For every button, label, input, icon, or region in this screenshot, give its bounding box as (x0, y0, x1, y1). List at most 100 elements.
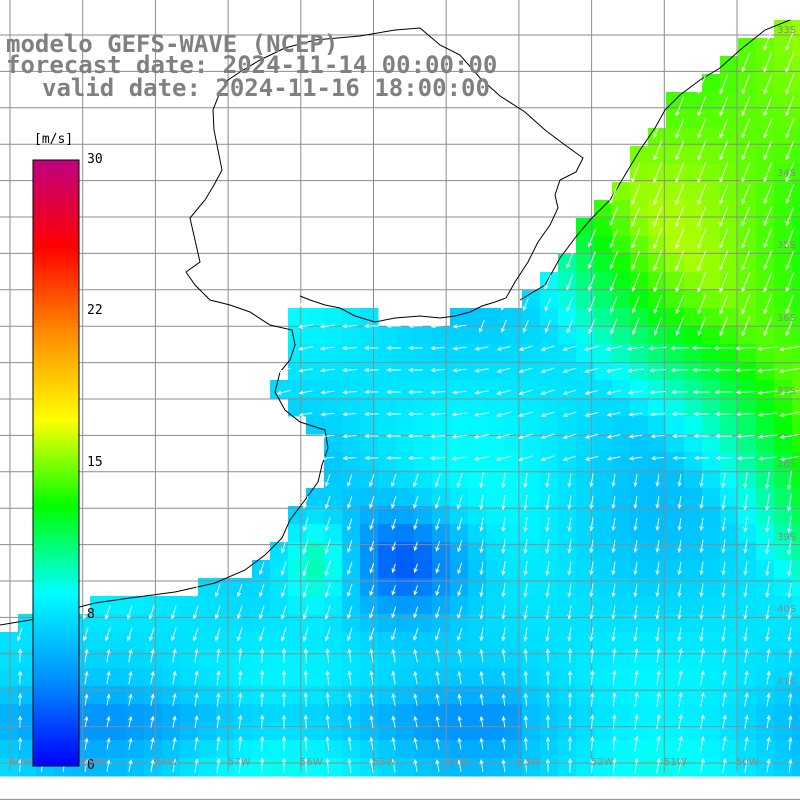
wind-arrow (303, 669, 308, 686)
wind-arrow (609, 206, 619, 227)
wind-arrow (545, 714, 551, 729)
valid-date: valid date: 2024-11-16 18:00:00 (42, 74, 490, 102)
wind-speed-cell (558, 488, 577, 507)
wind-arrow (675, 118, 685, 139)
wind-arrow (756, 346, 779, 351)
wind-arrow (325, 648, 330, 663)
wind-arrow (364, 433, 379, 439)
wind-arrow (347, 714, 352, 729)
wind-speed-cell (90, 614, 109, 633)
wind-speed-cell (576, 524, 595, 543)
wind-arrow (342, 390, 357, 395)
wind-speed-cell (324, 344, 343, 363)
wind-speed-cell (342, 506, 361, 525)
wind-arrow (479, 539, 484, 554)
wind-speed-cell (702, 614, 721, 633)
wind-arrow (347, 692, 352, 707)
wind-arrow (699, 627, 704, 642)
wind-speed-cell (720, 722, 739, 741)
wind-arrow (633, 495, 638, 510)
wind-speed-cell (288, 578, 307, 597)
wind-speed-cell (504, 434, 523, 453)
wind-arrow (150, 758, 155, 773)
wind-speed-cell (288, 704, 307, 723)
wind-arrow (719, 162, 729, 183)
lon-label: 57W (228, 757, 251, 768)
wind-speed-cell (648, 704, 667, 723)
wind-arrow (518, 411, 533, 418)
wind-speed-cell (576, 650, 595, 669)
wind-speed-cell (558, 668, 577, 687)
wind-arrow (744, 714, 749, 729)
wind-speed-cell (720, 344, 739, 363)
wind-arrow (457, 759, 462, 772)
wind-speed-cell (720, 272, 739, 291)
wind-arrow (736, 434, 755, 439)
wind-speed-cell (486, 758, 505, 777)
wind-arrow (192, 605, 199, 620)
wind-arrow (678, 757, 683, 774)
wind-speed-cell (792, 20, 800, 39)
wind-speed-cell (720, 434, 739, 453)
wind-speed-cell (180, 740, 199, 759)
wind-arrow (634, 713, 639, 730)
wind-speed-cell (630, 650, 649, 669)
wind-speed-cell (414, 470, 433, 489)
wind-speed-cell (432, 704, 451, 723)
wind-arrow (743, 583, 748, 598)
wind-speed-cell (360, 326, 379, 345)
wind-speed-cell (630, 200, 649, 219)
wind-arrow (589, 561, 594, 576)
wind-speed-cell (432, 740, 451, 759)
wind-speed-cell (756, 668, 775, 687)
wind-arrow (412, 473, 419, 488)
wind-speed-cell (504, 470, 523, 489)
wind-speed-cell (594, 578, 613, 597)
wind-arrow (715, 433, 732, 439)
wind-speed-cell (558, 596, 577, 615)
wind-speed-cell (792, 254, 800, 273)
wind-speed-cell (594, 524, 613, 543)
wind-speed-cell (432, 722, 451, 741)
wind-arrow (744, 648, 749, 663)
wind-arrow (540, 367, 555, 374)
wind-arrow (128, 670, 133, 685)
wind-arrow (589, 583, 594, 598)
wind-speed-cell (198, 668, 217, 687)
wind-arrow (653, 250, 663, 271)
wind-arrow (787, 582, 792, 599)
wind-speed-cell (486, 722, 505, 741)
wind-arrow (566, 252, 574, 269)
wind-arrow (347, 495, 353, 509)
wind-speed-cell (558, 704, 577, 723)
wind-arrow (473, 434, 490, 439)
wind-speed-cell (450, 578, 469, 597)
wind-speed-cell (288, 632, 307, 651)
wind-speed-cell (612, 506, 631, 525)
wind-speed-cell (630, 506, 649, 525)
wind-arrow (741, 162, 751, 183)
colorbar-tick-15: 15 (87, 455, 103, 470)
wind-speed-cell (144, 740, 163, 759)
wind-arrow (429, 434, 446, 439)
wind-speed-cell (522, 416, 541, 435)
wind-arrow (452, 324, 467, 329)
wind-arrow (386, 455, 401, 461)
wind-speed-cell (486, 686, 505, 705)
wind-speed-cell (306, 686, 325, 705)
wind-arrow (150, 715, 155, 728)
wind-speed-cell (594, 308, 613, 327)
wind-arrow (757, 412, 778, 417)
wind-arrow (324, 538, 331, 555)
wind-arrow (562, 433, 577, 440)
wind-speed-cell (558, 614, 577, 633)
wind-speed-cell (684, 434, 703, 453)
wind-speed-cell (396, 704, 415, 723)
wind-arrow (632, 317, 640, 336)
wind-arrow (697, 294, 707, 315)
wind-arrow (320, 412, 335, 417)
wind-arrow (719, 294, 729, 315)
wind-speed-cell (558, 470, 577, 489)
wind-arrow (766, 670, 771, 685)
wind-arrow (567, 648, 573, 663)
